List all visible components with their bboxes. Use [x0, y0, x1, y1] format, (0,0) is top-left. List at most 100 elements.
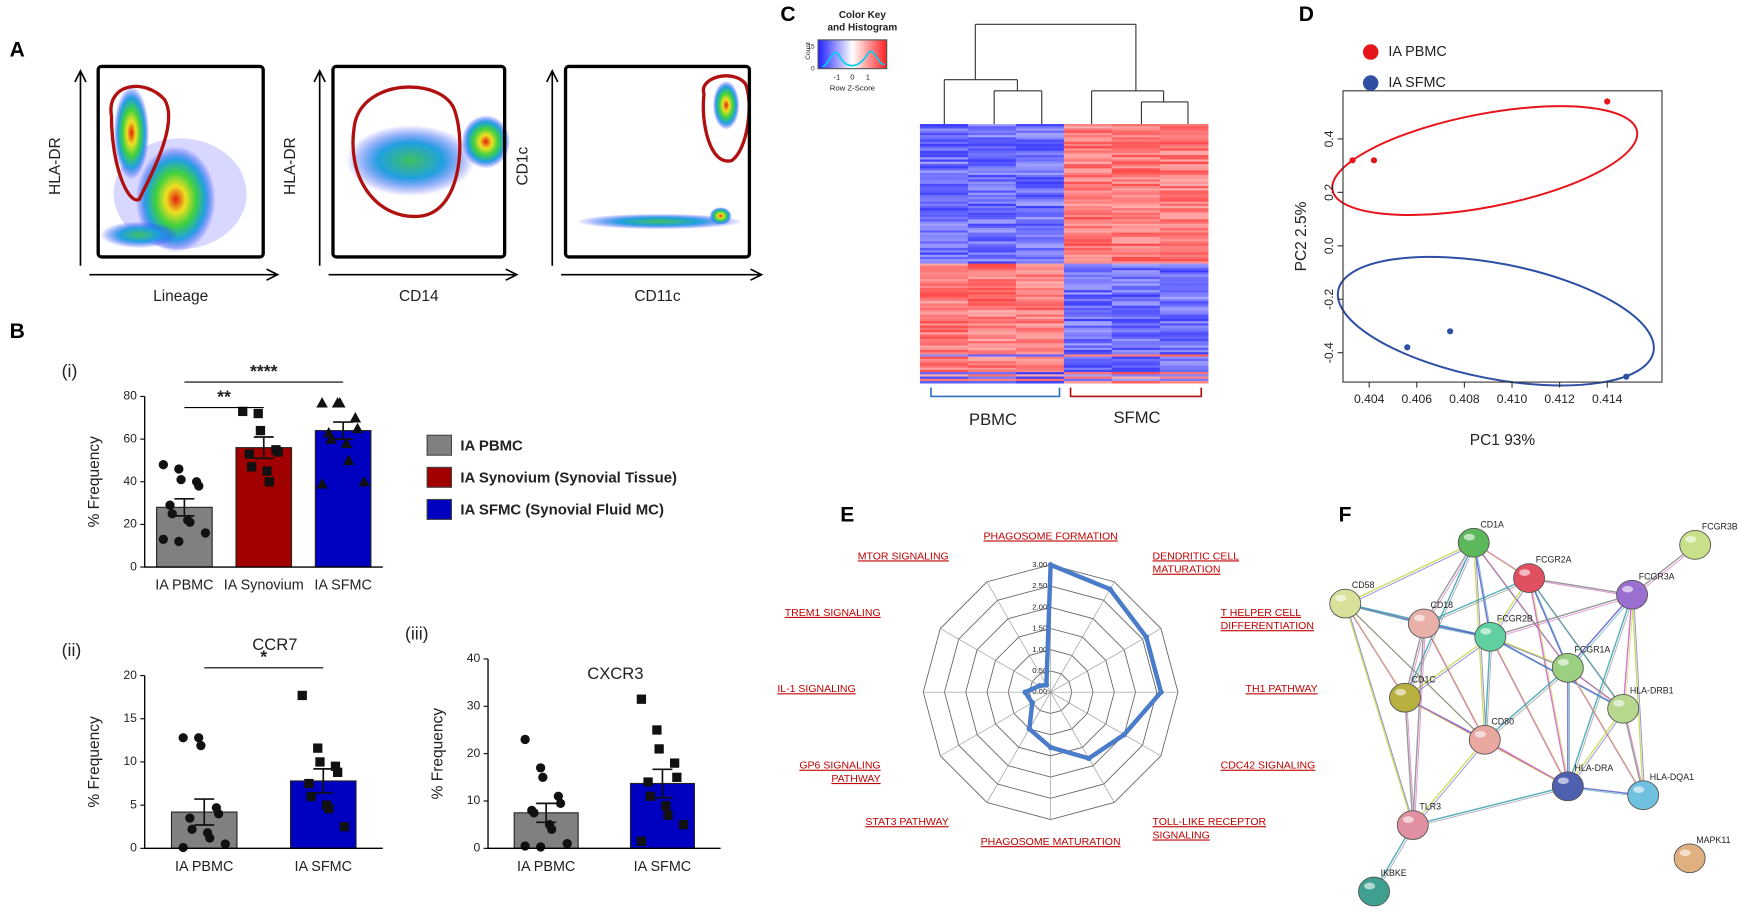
heatmap-cell: [919, 174, 969, 178]
heatmap-cell: [1111, 205, 1161, 209]
heatmap-cell: [1111, 354, 1161, 357]
heatmap-cell: [1111, 296, 1161, 300]
heatmap-cell: [1015, 159, 1065, 163]
radar-vertex: [1029, 700, 1036, 706]
heatmap-cell: [1063, 338, 1113, 342]
heatmap-cell: [1063, 152, 1113, 156]
heatmap-cell: [919, 259, 969, 262]
heatmap-cell: [919, 274, 969, 278]
heatmap-cell: [967, 219, 1017, 222]
heatmap-cell: [1111, 243, 1161, 247]
heatmap-cell: [967, 199, 1017, 202]
heatmap-cell: [1015, 243, 1065, 247]
heatmap-cell: [1111, 281, 1161, 284]
heatmap-cell: [1159, 214, 1209, 218]
density: [100, 221, 178, 249]
heatmap-cell: [1159, 163, 1209, 167]
heatmap-cell: [1063, 232, 1113, 236]
heatmap-cell: [919, 143, 969, 147]
heatmap-cell: [967, 141, 1017, 145]
heatmap-cell: [967, 168, 1017, 171]
heatmap-cell: [919, 279, 969, 282]
heatmap-cell: [967, 177, 1017, 180]
key-title: Color Key: [839, 10, 886, 21]
heatmap-cell: [1015, 183, 1065, 187]
heatmap-cell: [1159, 192, 1209, 196]
y-tick-label: 40: [467, 651, 481, 665]
heatmap-cell: [1159, 186, 1209, 189]
heatmap-cell: [1159, 380, 1209, 384]
gate: [351, 85, 462, 219]
heatmap-cell: [1159, 228, 1209, 231]
heatmap-cell: [1063, 181, 1113, 185]
dendrogram: [943, 23, 1189, 125]
heatmap-cell: [919, 214, 969, 218]
heatmap-cell: [1111, 365, 1161, 369]
heatmap-cell: [967, 250, 1017, 253]
heatmap-cell: [1159, 301, 1209, 304]
node-label: CD1A: [1480, 519, 1504, 529]
heatmap-cell: [1111, 223, 1161, 227]
heatmap-cell: [1063, 194, 1113, 198]
radar-vertex: [1047, 744, 1054, 751]
y-tick-label: 40: [123, 474, 137, 488]
heatmap-cell: [1063, 347, 1113, 351]
heatmap-cell: [1111, 279, 1161, 282]
heatmap-cell: [1159, 290, 1209, 293]
data-point: [178, 733, 188, 743]
radar-label-box: MTOR SIGNALING: [858, 551, 949, 563]
heatmap-cell: [919, 314, 969, 318]
heatmap-cell: [1159, 376, 1209, 380]
heatmap-cell: [1015, 259, 1065, 262]
heatmap-cell: [1063, 343, 1113, 346]
heatmap-cell: [1159, 243, 1209, 247]
heatmap-cell: [1015, 161, 1065, 165]
y-tick-label: 5: [130, 797, 137, 811]
y-axis-label: HLA-DR: [47, 137, 64, 195]
data-point: [174, 464, 184, 474]
heatmap-cell: [1063, 159, 1113, 163]
heatmap-cell: [1159, 252, 1209, 256]
data-point: [672, 772, 682, 782]
y-tick-label: 0.0: [1322, 237, 1336, 254]
legend-label: IA PBMC: [1388, 44, 1446, 60]
heatmap-cell: [1063, 208, 1113, 211]
significance-label: *: [260, 647, 267, 667]
heatmap-cell: [1063, 199, 1113, 202]
heatmap-cell: [1015, 172, 1065, 176]
heatmap-cell: [1159, 261, 1209, 264]
heatmap-cell: [1111, 334, 1161, 338]
heatmap-cell: [1159, 128, 1209, 132]
heatmap-cell: [1063, 378, 1113, 382]
heatmap-cell: [919, 221, 969, 225]
panel-label: C: [780, 3, 795, 26]
heatmap-cell: [919, 190, 969, 194]
heatmap-cell: [1159, 194, 1209, 198]
data-point: [306, 791, 316, 802]
radar-label-box: IL-1 SIGNALING: [777, 683, 855, 695]
network-node: [1551, 652, 1584, 683]
heatmap-cell: [1015, 197, 1065, 200]
heatmap-cell: [1159, 157, 1209, 160]
heatmap-cell: [1063, 287, 1113, 291]
heatmap-cell: [1159, 314, 1209, 318]
radar-label: TREM1 SIGNALING: [784, 606, 881, 620]
heatmap-cell: [1159, 208, 1209, 211]
heatmap-cell: [1159, 361, 1209, 364]
heatmap-cell: [919, 268, 969, 271]
heatmap-cell: [1063, 292, 1113, 295]
heatmap-cell: [919, 352, 969, 355]
panel-sublabel: (iii): [405, 623, 429, 643]
heatmap-cell: [919, 256, 969, 260]
heatmap-cell: [1111, 237, 1161, 240]
heatmap-cell: [1159, 287, 1209, 291]
network-edge: [1569, 669, 1646, 798]
heatmap-cell: [1111, 168, 1161, 171]
heatmap-cell: [1111, 367, 1161, 371]
radar-label-box: PHAGOSOME MATURATION: [981, 836, 1121, 848]
heatmap-cell: [1111, 124, 1161, 127]
chart-title: CXCR3: [587, 664, 643, 683]
node-label: CD80: [1491, 716, 1514, 726]
heatmap-cell: [1063, 316, 1113, 320]
